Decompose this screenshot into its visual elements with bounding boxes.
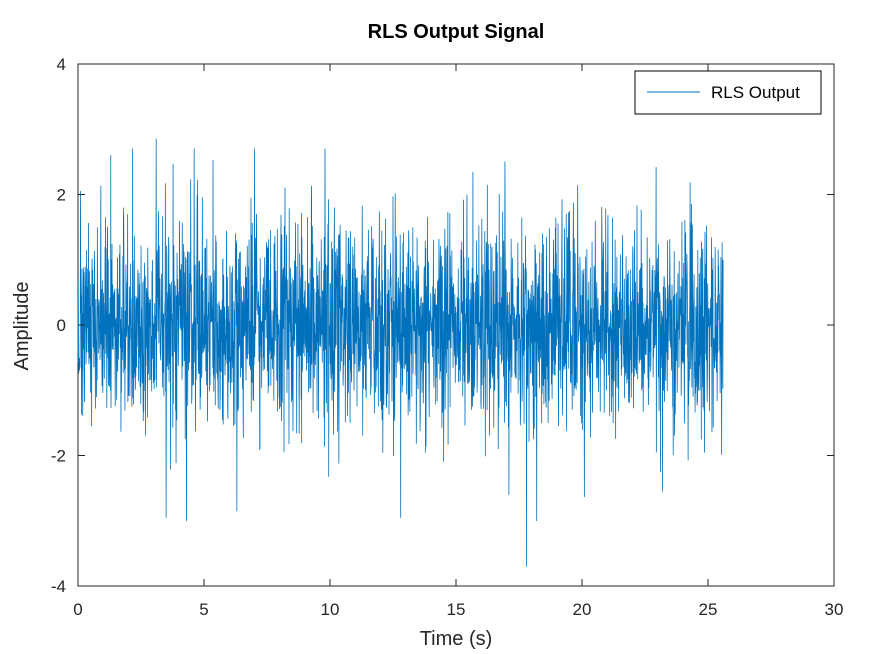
x-tick-label: 0: [73, 600, 82, 619]
y-tick-label: -2: [51, 447, 66, 466]
legend-label: RLS Output: [711, 83, 800, 102]
y-tick-label: 2: [57, 186, 66, 205]
x-axis-label: Time (s): [420, 628, 493, 650]
x-tick-label: 10: [321, 600, 340, 619]
y-tick-label: -4: [51, 577, 66, 596]
x-tick-label: 25: [699, 600, 718, 619]
y-axis-label: Amplitude: [11, 282, 33, 371]
legend: RLS Output: [634, 70, 822, 115]
y-tick-label: 0: [57, 316, 66, 335]
y-tick-label: 4: [57, 55, 66, 74]
x-tick-label: 15: [447, 600, 466, 619]
plot-area: 0 5 10 15 20 25 30 -4 -2 0 2 4: [51, 55, 844, 619]
chart-title: RLS Output Signal: [368, 21, 545, 43]
x-tick-label: 5: [199, 600, 208, 619]
x-tick-label: 30: [825, 600, 844, 619]
x-tick-label: 20: [573, 600, 592, 619]
series-line-rls-output: [77, 138, 724, 567]
